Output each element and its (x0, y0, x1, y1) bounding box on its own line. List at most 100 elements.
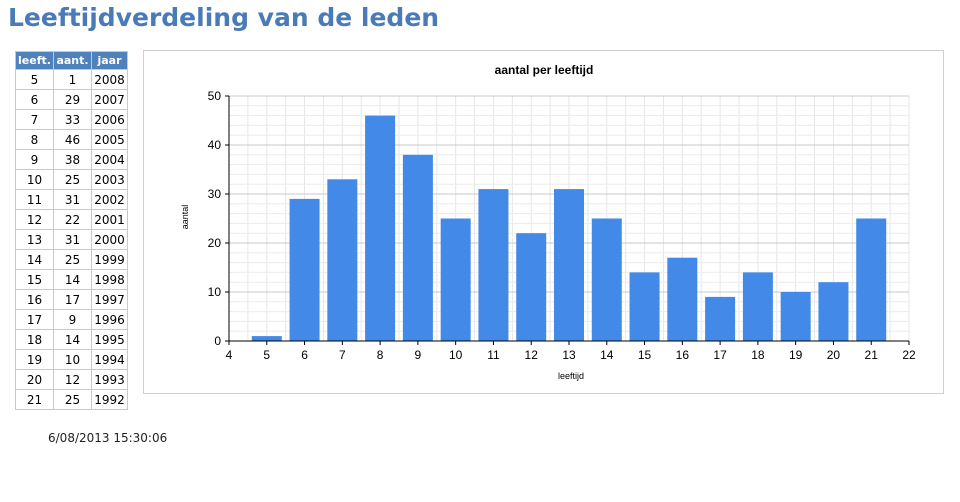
cell-count: 14 (53, 329, 92, 350)
x-tick-label: 20 (827, 348, 841, 362)
table-row: 12 22 2001 (15, 209, 128, 230)
table-row: 13 31 2000 (15, 229, 128, 250)
table-row: 18 14 1995 (15, 329, 128, 350)
y-tick-label: 30 (208, 187, 222, 201)
bar-age-20 (818, 282, 849, 341)
axes (225, 95, 910, 345)
bar-age-7 (327, 179, 358, 341)
cell-count: 17 (53, 289, 92, 310)
cell-age: 8 (15, 129, 54, 150)
cell-count: 29 (53, 89, 92, 110)
table-row: 16 17 1997 (15, 289, 128, 310)
bar-age-19 (780, 292, 811, 341)
timestamp: 6/08/2013 15:30:06 (48, 431, 168, 445)
cell-year: 2003 (91, 169, 128, 190)
cell-count: 25 (53, 169, 92, 190)
table-row: 7 33 2006 (15, 109, 128, 130)
cell-year: 1992 (91, 389, 128, 410)
cell-year: 2007 (91, 89, 128, 110)
x-tick-label: 16 (676, 348, 690, 362)
cell-count: 25 (53, 249, 92, 270)
tick-labels: 4 5 6 7 8 9 10 11 12 13 14 15 16 17 18 19 20 21 22 0 10 20 30 4… (208, 89, 916, 362)
bar-age-8 (365, 115, 396, 341)
table-row: 6 29 2007 (15, 89, 128, 110)
table-row: 14 25 1999 (15, 249, 128, 270)
x-tick-label: 9 (415, 348, 422, 362)
y-axis-label: aantal (180, 205, 190, 230)
cell-year: 1997 (91, 289, 128, 310)
bar-age-11 (478, 189, 509, 341)
table-row: 19 10 1994 (15, 349, 128, 370)
x-tick-label: 14 (600, 348, 614, 362)
table-row: 15 14 1998 (15, 269, 128, 290)
table-row: 5 1 2008 (15, 69, 128, 90)
bar-age-17 (705, 296, 736, 341)
table-row: 11 31 2002 (15, 189, 128, 210)
cell-year: 1999 (91, 249, 128, 270)
bar-age-14 (591, 218, 622, 341)
bar-age-5 (251, 336, 282, 341)
table-row: 8 46 2005 (15, 129, 128, 150)
cell-age: 5 (15, 69, 54, 90)
x-tick-label: 21 (865, 348, 879, 362)
bar-age-21 (856, 218, 887, 341)
cell-year: 2004 (91, 149, 128, 170)
cell-age: 13 (15, 229, 54, 250)
cell-year: 2002 (91, 189, 128, 210)
cell-age: 12 (15, 209, 54, 230)
cell-year: 1993 (91, 369, 128, 390)
bar-age-18 (742, 272, 773, 341)
x-tick-label: 10 (449, 348, 463, 362)
x-tick-label: 22 (902, 348, 916, 362)
x-tick-label: 19 (789, 348, 803, 362)
y-tick-label: 0 (214, 334, 221, 348)
cell-age: 10 (15, 169, 54, 190)
header-count: aant. (53, 51, 92, 70)
x-tick-label: 6 (301, 348, 308, 362)
table-row: 20 12 1993 (15, 369, 128, 390)
cell-age: 11 (15, 189, 54, 210)
table-header-row: leeft. aant. jaar (15, 51, 128, 70)
cell-year: 2006 (91, 109, 128, 130)
table-row: 17 9 1996 (15, 309, 128, 330)
header-year: jaar (91, 51, 128, 70)
cell-year: 2008 (91, 69, 128, 90)
bar-age-15 (629, 272, 660, 341)
cell-age: 15 (15, 269, 54, 290)
bars (251, 115, 887, 341)
cell-age: 14 (15, 249, 54, 270)
table-row: 9 38 2004 (15, 149, 128, 170)
cell-year: 2001 (91, 209, 128, 230)
cell-age: 16 (15, 289, 54, 310)
y-tick-label: 50 (208, 89, 222, 103)
bar-age-9 (402, 154, 433, 341)
cell-year: 1996 (91, 309, 128, 330)
cell-count: 38 (53, 149, 92, 170)
cell-count: 31 (53, 189, 92, 210)
cell-year: 1998 (91, 269, 128, 290)
x-tick-label: 17 (713, 348, 727, 362)
table-body: 5 1 2008 6 29 2007 7 33 2006 8 46 2005 9 38 2004 10 25 20… (15, 69, 128, 410)
cell-count: 33 (53, 109, 92, 130)
table-row: 10 25 2003 (15, 169, 128, 190)
x-tick-label: 8 (377, 348, 384, 362)
cell-year: 1995 (91, 329, 128, 350)
header-age: leeft. (15, 51, 54, 70)
cell-year: 1994 (91, 349, 128, 370)
cell-age: 19 (15, 349, 54, 370)
x-tick-label: 15 (638, 348, 652, 362)
age-distribution-table: leeft. aant. jaar 5 1 2008 6 29 2007 7 33 2006 8 4… (15, 51, 128, 410)
cell-count: 14 (53, 269, 92, 290)
bar-age-16 (667, 257, 698, 341)
x-tick-label: 7 (339, 348, 346, 362)
cell-age: 7 (15, 109, 54, 130)
cell-age: 21 (15, 389, 54, 410)
x-tick-label: 18 (751, 348, 765, 362)
page-title: Leeftijdverdeling van de leden (8, 3, 440, 32)
cell-count: 12 (53, 369, 92, 390)
cell-count: 1 (53, 69, 92, 90)
x-tick-label: 12 (525, 348, 539, 362)
x-tick-label: 13 (562, 348, 576, 362)
cell-count: 25 (53, 389, 92, 410)
cell-year: 2000 (91, 229, 128, 250)
